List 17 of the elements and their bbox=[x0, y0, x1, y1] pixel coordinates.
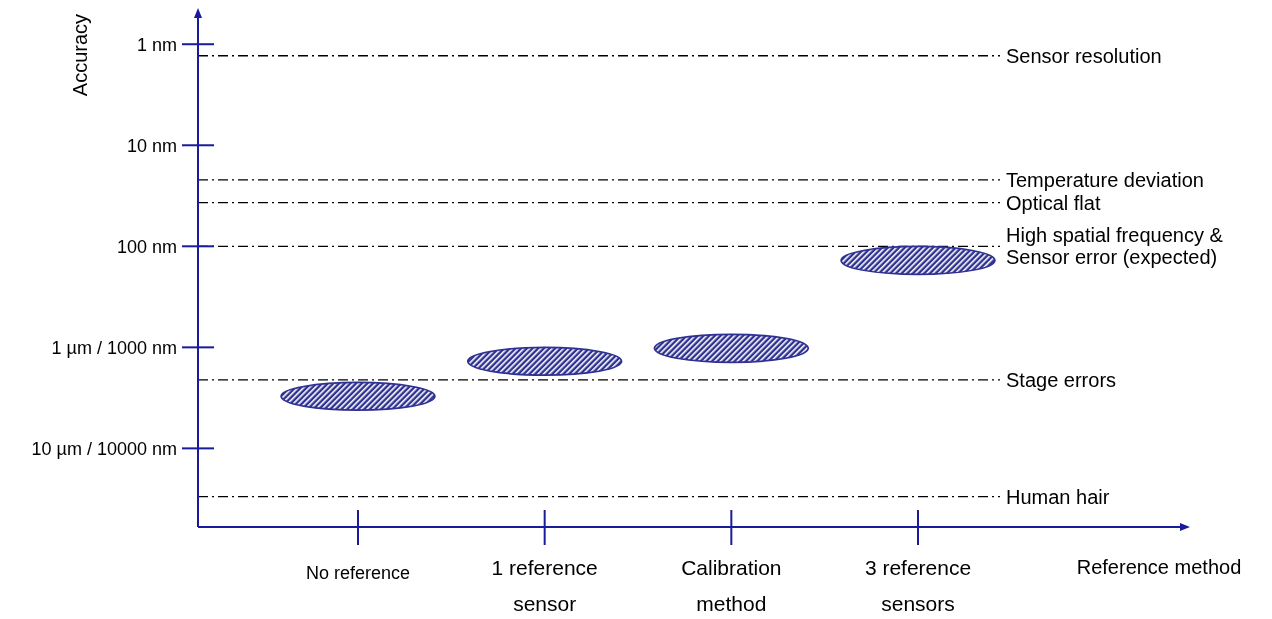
ref-line-label: Sensor resolution bbox=[1006, 44, 1162, 67]
x-tick-label: 1 reference sensor bbox=[491, 556, 598, 616]
x-tick-label: 3 reference sensors bbox=[864, 556, 972, 616]
x-tick-label: Calibration method bbox=[681, 556, 782, 616]
x-axis-title: Reference method bbox=[1076, 556, 1242, 578]
ref-line-label: Temperature deviation bbox=[1006, 168, 1204, 191]
y-tick-label: 1 nm bbox=[136, 34, 177, 55]
y-tick-label: 10 nm bbox=[126, 135, 177, 156]
y-axis-title: Accuracy bbox=[69, 13, 91, 97]
y-tick-label: 100 nm bbox=[116, 236, 177, 257]
ref-line-label: High spatial frequency & Sensor error (expected) bbox=[1006, 224, 1224, 269]
ref-line-label: Stage errors bbox=[1006, 368, 1117, 391]
x-tick-label: No reference bbox=[305, 563, 411, 584]
y-tick-label: 1 µm / 1000 nm bbox=[51, 337, 177, 358]
y-tick-label: 10 µm / 10000 nm bbox=[31, 438, 177, 459]
ref-line-label: Optical flat bbox=[1006, 191, 1101, 214]
ref-line-label: Human hair bbox=[1006, 485, 1110, 508]
